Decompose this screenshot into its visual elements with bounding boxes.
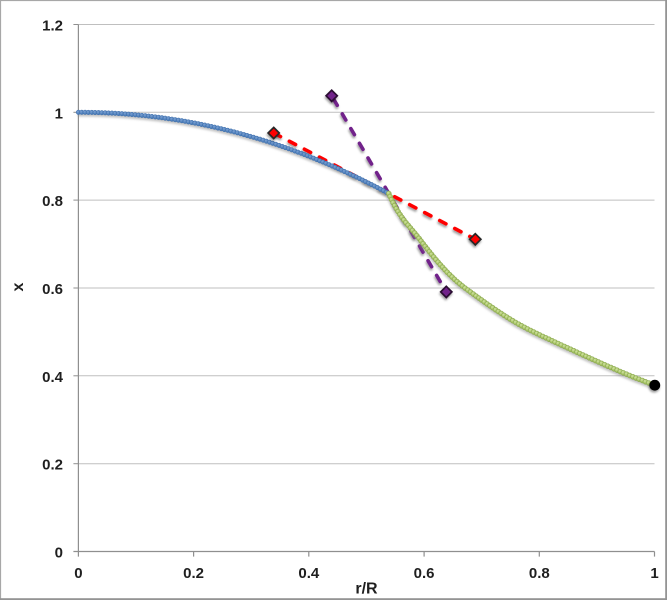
svg-text:0.4: 0.4 (42, 369, 64, 386)
svg-text:x: x (10, 282, 27, 291)
svg-text:1.2: 1.2 (42, 18, 63, 35)
svg-text:r/R: r/R (355, 581, 378, 598)
svg-text:0: 0 (55, 545, 63, 562)
svg-text:0.2: 0.2 (183, 565, 204, 582)
svg-text:0.2: 0.2 (42, 457, 63, 474)
svg-text:0.6: 0.6 (414, 565, 435, 582)
svg-text:0.8: 0.8 (529, 565, 550, 582)
svg-text:0.4: 0.4 (298, 565, 320, 582)
svg-text:1: 1 (650, 565, 658, 582)
svg-text:0: 0 (74, 565, 82, 582)
svg-text:0.8: 0.8 (42, 193, 63, 210)
svg-text:0.6: 0.6 (42, 281, 63, 298)
svg-text:1: 1 (55, 105, 63, 122)
